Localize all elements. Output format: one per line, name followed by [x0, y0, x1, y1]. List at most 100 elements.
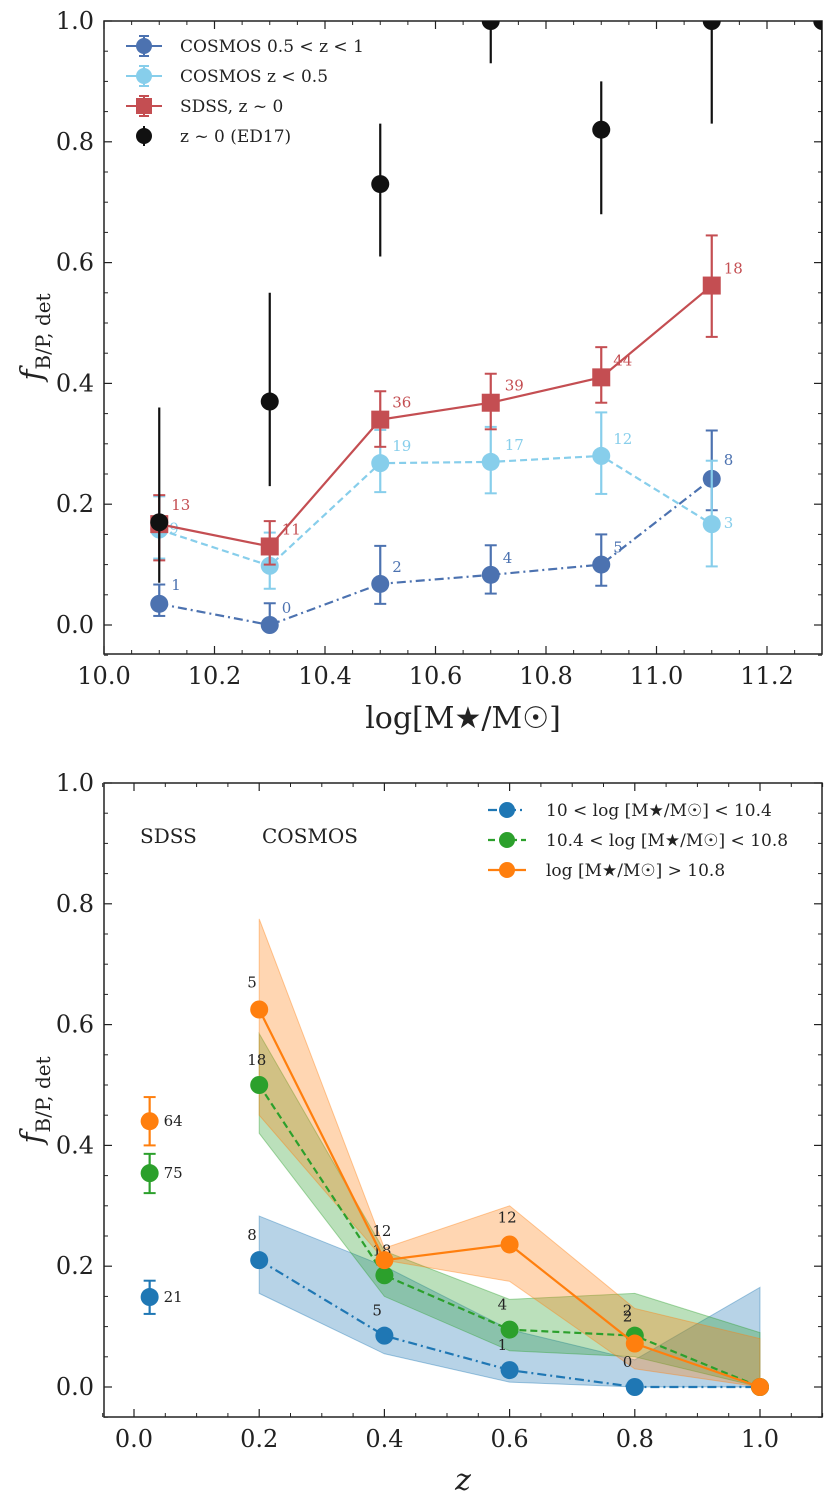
top-cosmos-z-0-5-count-label: 9: [169, 520, 179, 538]
bottom-10-4-log-m-m-10-8-sdss-marker: [140, 1164, 159, 1183]
bottom-log-m-m-10-8-marker: [250, 1000, 269, 1019]
top-ytick-label: 0.6: [56, 249, 94, 277]
y-axis-label: fB/P, det: [15, 293, 55, 382]
bottom-log-m-m-10-8-count-label: 12: [498, 1208, 517, 1226]
bottom-legend-label: 10.4 < log [M★/M☉] < 10.8: [546, 831, 788, 851]
bottom-x-axis-label: z: [454, 1463, 471, 1498]
top-z-0-ed17--marker: [150, 513, 169, 532]
bottom-10-4-log-m-m-10-8-marker: [500, 1320, 519, 1339]
top-sdss-z-0-line: [159, 284, 713, 548]
top-cosmos-z-0-5-line: [158, 454, 713, 568]
bottom-10-log-m-m-10-4-count-label: 5: [372, 1302, 382, 1320]
top-cosmos-z-0-5-marker: [702, 515, 721, 534]
top-xtick-label: 10.6: [409, 662, 462, 690]
bottom-log-m-m-10-8-marker: [625, 1334, 644, 1353]
top-cosmos-z-0-5-marker: [260, 556, 279, 575]
top-z-0-ed17--marker: [371, 175, 390, 194]
bottom-log-m-m-10-8-marker: [751, 1378, 769, 1396]
bottom-10-4-log-m-m-10-8-count-label: 4: [498, 1296, 508, 1314]
top-ytick-label: 0.8: [56, 128, 94, 156]
bottom-10-log-m-m-10-4-marker: [625, 1378, 644, 1396]
top-z-0-ed17--marker: [592, 120, 611, 139]
bottom-xtick-label: 0.8: [616, 1425, 654, 1453]
top-sdss-z-0-count-label: 18: [724, 260, 743, 278]
top-cosmos-0-5-z-1-marker: [260, 616, 279, 634]
top-xtick-label: 10.8: [519, 662, 572, 690]
bottom-log-m-m-10-8-marker: [500, 1235, 519, 1254]
bottom-10-4-log-m-m-10-8-count-label: 2: [623, 1302, 633, 1320]
bottom-log-m-m-10-8-sdss-count-label: 64: [164, 1112, 183, 1130]
top-legend-item-marker: [136, 128, 152, 144]
top-z-0-ed17--marker: [260, 392, 279, 411]
top-sdss-z-0-marker: [371, 410, 390, 429]
cosmos-section-label: COSMOS: [262, 824, 358, 848]
bottom-legend-item-marker: [499, 862, 515, 878]
top-cosmos-z-0-5-count-label: 3: [724, 514, 734, 532]
top-sdss-z-0-count-label: 11: [282, 520, 301, 538]
bottom-legend-item-marker: [499, 832, 515, 848]
bottom-10-log-m-m-10-4-marker: [250, 1251, 269, 1270]
top-xtick-label: 10.4: [298, 662, 351, 690]
top-cosmos-0-5-z-1-line: [159, 477, 713, 627]
bottom-10-log-m-m-10-4-count-label: 1: [498, 1336, 508, 1354]
top-cosmos-0-5-z-1-marker: [150, 594, 169, 613]
bottom-10-log-m-m-10-4-marker: [500, 1361, 519, 1380]
bottom-ytick-label: 0.8: [56, 890, 94, 918]
bottom-log-m-m-10-8-count-label: 12: [372, 1222, 391, 1240]
bottom-panel: 0.0 0.2 0.4 0.6 0.8 1.00.00.20.40.60.81.08510…: [15, 769, 824, 1498]
top-cosmos-0-5-z-1-marker: [481, 565, 500, 584]
bottom-10-log-m-m-10-4-sdss-marker: [140, 1288, 159, 1307]
bottom-xtick-label: 0.4: [365, 1425, 403, 1453]
bottom-ytick-label: 1.0: [56, 769, 94, 797]
top-cosmos-0-5-z-1-count-label: 8: [724, 451, 734, 469]
bottom-xtick-label: 0.6: [491, 1425, 529, 1453]
bottom-xtick-label: 0.0: [115, 1425, 153, 1453]
y-axis-label: fB/P, det: [15, 1056, 55, 1145]
bottom-legend-item-marker: [499, 802, 515, 818]
bottom-log-m-m-10-8-count-label: 5: [247, 974, 257, 992]
top-plot-area: 1 0 2 4 5 8 9 19 17 12 3 13 11 36 39 44 18: [150, 21, 822, 634]
top-sdss-z-0-marker: [481, 393, 500, 412]
top-cosmos-z-0-5-count-label: 19: [392, 437, 411, 455]
bottom-xtick-label: 1.0: [741, 1425, 779, 1453]
top-sdss-z-0-marker: [702, 276, 721, 295]
top-cosmos-z-0-5-marker: [371, 454, 390, 473]
top-panel: 10.0 10.2 10.4 10.6 10.8 11.0 11.20.00.20.40.6…: [15, 7, 823, 736]
bottom-ytick-label: 0.0: [56, 1373, 94, 1401]
top-cosmos-0-5-z-1-count-label: 1: [171, 576, 181, 594]
top-legend-item-marker: [136, 68, 152, 84]
top-ytick-label: 0.0: [56, 611, 94, 639]
bottom-10-log-m-m-10-4-count-label: 0: [623, 1353, 633, 1371]
top-z-0-ed17--marker: [813, 21, 822, 30]
top-cosmos-0-5-z-1-count-label: 4: [503, 549, 513, 567]
top-sdss-z-0-count-label: 44: [613, 351, 632, 369]
bottom-legend-label: log [M★/M☉] > 10.8: [546, 861, 725, 881]
bottom-10-4-log-m-m-10-8-marker: [250, 1076, 269, 1094]
top-cosmos-0-5-z-1-count-label: 2: [392, 558, 402, 576]
top-cosmos-z-0-5-marker: [481, 452, 500, 471]
top-cosmos-0-5-z-1-count-label: 0: [282, 599, 292, 617]
top-legend-label: COSMOS z < 0.5: [180, 67, 328, 87]
top-cosmos-z-0-5-marker: [592, 446, 611, 465]
bottom-xtick-label: 0.2: [240, 1425, 278, 1453]
top-ytick-label: 1.0: [56, 7, 94, 35]
top-legend-label: COSMOS 0.5 < z < 1: [180, 37, 364, 57]
bottom-10-4-log-m-m-10-8-marker: [375, 1266, 394, 1285]
top-cosmos-z-0-5-count-label: 12: [613, 430, 632, 448]
bottom-ytick-label: 0.2: [56, 1252, 94, 1280]
top-xtick-label: 10.2: [188, 662, 241, 690]
top-sdss-z-0-marker: [592, 368, 611, 387]
bottom-10-log-m-m-10-4-line: [258, 1259, 760, 1389]
top-cosmos-0-5-z-1-count-label: 5: [613, 539, 623, 557]
top-x-axis-label: log[M★/M☉]: [365, 701, 561, 736]
top-legend-item-marker: [136, 38, 152, 54]
sdss-section-label: SDSS: [140, 824, 197, 848]
top-cosmos-0-5-z-1-marker: [371, 574, 390, 593]
bottom-log-m-m-10-8-count-label: 2: [623, 1308, 633, 1326]
top-z-0-ed17--marker: [702, 21, 721, 30]
top-ytick-label: 0.2: [56, 490, 94, 518]
bottom-10-log-m-m-10-4-marker: [375, 1326, 394, 1345]
top-sdss-z-0-count-label: 36: [392, 394, 411, 412]
bottom-legend-label: 10 < log [M★/M☉] < 10.4: [546, 801, 772, 821]
